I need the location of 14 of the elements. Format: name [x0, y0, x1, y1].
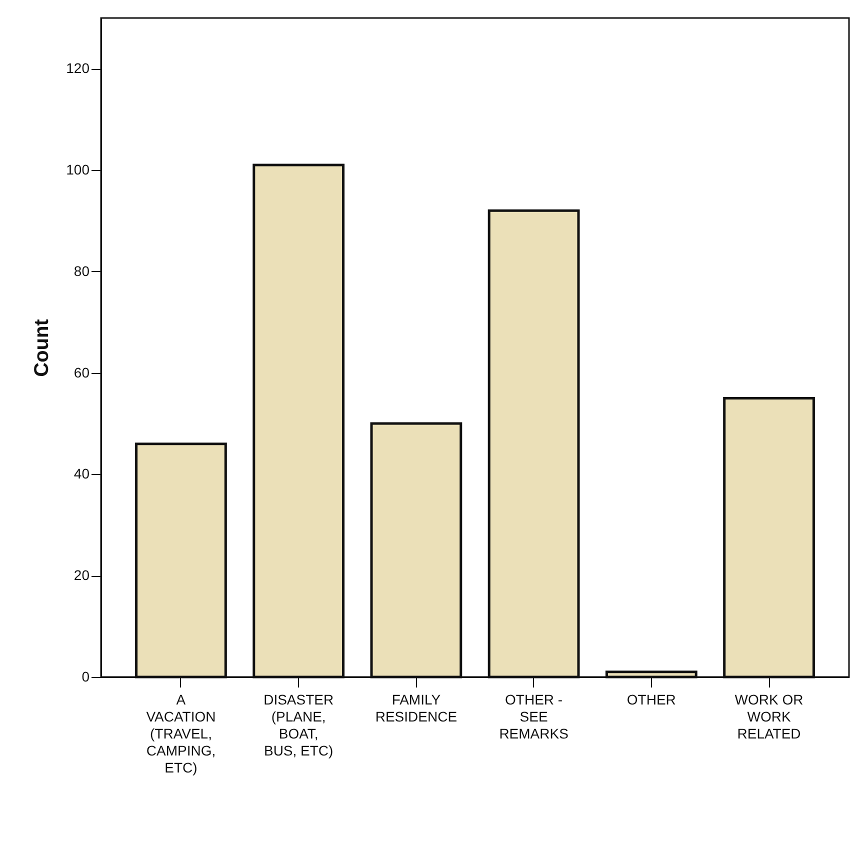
- y-tick-label: 60: [74, 364, 90, 380]
- y-tick-label: 80: [74, 262, 90, 279]
- x-tick-label: WORK OR WORK RELATED: [734, 692, 804, 742]
- y-axis-title: Count: [31, 318, 54, 377]
- y-tick-label: 20: [74, 567, 90, 584]
- x-tick-label: DISASTER (PLANE, BOAT, BUS, ETC): [264, 692, 334, 758]
- x-tick-label: A VACATION (TRAVEL, CAMPING, ETC): [146, 692, 216, 776]
- y-tick-label: 0: [82, 668, 90, 684]
- x-tick-label: FAMILY RESIDENCE: [375, 692, 458, 724]
- x-tick-label: OTHER - SEE REMARKS: [499, 692, 568, 742]
- y-tick-label: 40: [74, 466, 90, 482]
- y-tick-label: 120: [66, 60, 90, 76]
- x-tick-label: OTHER: [626, 692, 676, 708]
- y-tick-label: 100: [66, 162, 90, 178]
